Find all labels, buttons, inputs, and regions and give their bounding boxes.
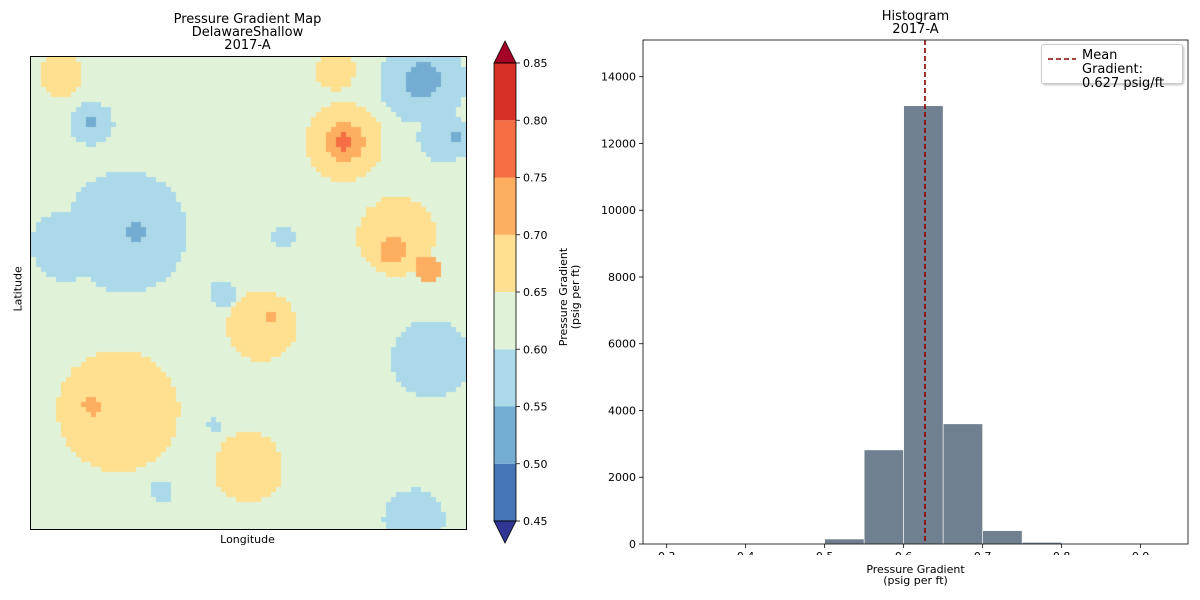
colorbar-label-line2: (psig per ft)	[569, 264, 582, 330]
colorbar-segment	[494, 177, 516, 235]
x-tick-label: 0.7	[974, 550, 992, 555]
y-tick-label: 8000	[608, 271, 636, 284]
colorbar-segment	[494, 292, 516, 350]
colorbar: 0.45 0.50 0.55 0.60 0.65 0.70 0.75 0.80 0.85	[493, 40, 548, 544]
histogram-xlabel-line1: Pressure Gradient	[866, 563, 965, 576]
y-tick-label: 2000	[608, 471, 636, 484]
x-tick-label: 0.4	[737, 550, 755, 555]
histogram-bar	[942, 423, 983, 545]
y-tick-label: 6000	[608, 338, 636, 351]
y-tick-label: 10000	[601, 204, 636, 217]
map-subtitle: DelawareShallow	[191, 25, 304, 40]
legend-label: Mean Gradient:	[1082, 48, 1143, 77]
colorbar-tick-label: 0.75	[523, 172, 548, 185]
map-title: Pressure Gradient Map	[173, 12, 322, 27]
legend-mean-line-swatch	[1048, 58, 1076, 60]
colorbar-tick-label: 0.55	[523, 401, 548, 414]
y-tick-label: 0	[629, 538, 636, 551]
x-tick-label: 0.9	[1132, 550, 1150, 555]
histogram-axes-frame	[642, 39, 1189, 545]
map-ylabel: Latitude	[11, 266, 25, 312]
colorbar-tick-label: 0.60	[523, 343, 548, 356]
histogram-bar	[903, 105, 944, 545]
legend-value: 0.627 psig/ft	[1082, 76, 1165, 91]
colorbar-label: Pressure Gradient (psig per ft)	[557, 227, 582, 367]
colorbar-segment	[494, 406, 516, 464]
colorbar-tick-label: 0.65	[523, 286, 548, 299]
y-tick-label: 14000	[601, 71, 636, 84]
y-tick-label: 4000	[608, 404, 636, 417]
histogram-xlabel: Pressure Gradient (psig per ft)	[643, 564, 1188, 586]
histogram-title: Histogram	[881, 9, 950, 24]
colorbar-tick-label: 0.80	[523, 114, 548, 127]
colorbar-tick-label: 0.70	[523, 229, 548, 242]
y-tick-label: 12000	[601, 137, 636, 150]
histogram-legend: Mean Gradient: 0.627 psig/ft	[1041, 44, 1183, 91]
pressure-gradient-heatmap	[30, 56, 467, 530]
x-tick-label: 0.6	[895, 550, 913, 555]
colorbar-segment	[494, 63, 516, 121]
histogram-bar	[863, 449, 904, 545]
map-title-block: Pressure Gradient Map DelawareShallow 20…	[30, 13, 465, 52]
colorbar-over-arrow	[493, 40, 517, 64]
x-tick-label: 0.8	[1053, 550, 1071, 555]
colorbar-tick-label: 0.45	[523, 515, 548, 528]
colorbar-segment	[494, 349, 516, 407]
map-period: 2017-A	[224, 38, 271, 53]
colorbar-tick-label: 0.50	[523, 458, 548, 471]
colorbar-segment	[494, 120, 516, 178]
histogram-title-block: Histogram 2017-A	[643, 10, 1188, 36]
histogram-period: 2017-A	[892, 22, 939, 37]
histogram-bar	[824, 538, 865, 545]
x-tick-label: 0.3	[658, 550, 676, 555]
histogram-chart: 0.3 0.4 0.5 0.6 0.7 0.8 0.9 0 2000 4000 6000 8000 10…	[601, 39, 1189, 555]
map-xlabel: Longitude	[220, 533, 275, 546]
colorbar-segment	[494, 234, 516, 292]
x-tick-label: 0.5	[816, 550, 834, 555]
colorbar-under-arrow	[493, 520, 517, 544]
colorbar-segment	[494, 463, 516, 521]
histogram-bar	[982, 530, 1023, 545]
histogram-xlabel-line2: (psig per ft)	[883, 574, 948, 587]
colorbar-tick-label: 0.85	[523, 57, 548, 70]
